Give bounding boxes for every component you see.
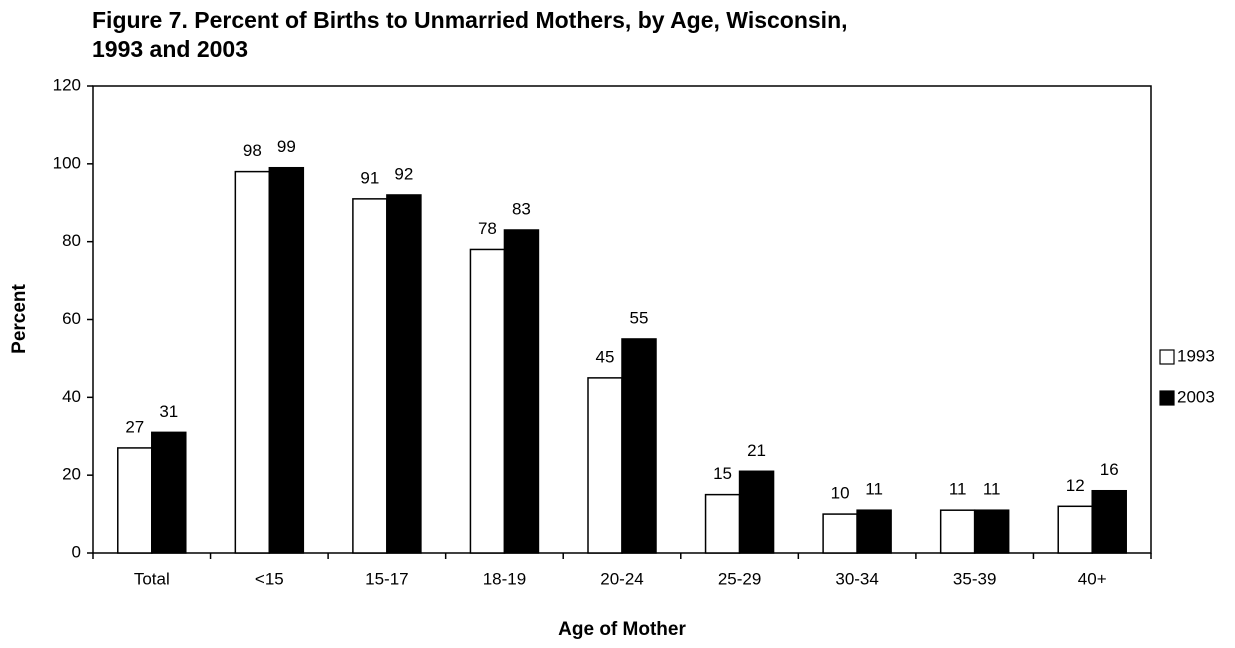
- x-tick-label: 30-34: [835, 569, 878, 588]
- bar: [268, 166, 305, 554]
- bar: [856, 509, 892, 554]
- bar: [973, 509, 1010, 554]
- legend-swatch: [1159, 390, 1175, 406]
- y-axis-title: Percent: [9, 283, 30, 353]
- x-tick-label: <15: [255, 569, 284, 588]
- chart-title: 1993 and 2003: [92, 36, 248, 62]
- data-label: 55: [630, 308, 649, 327]
- bar: [587, 377, 623, 554]
- data-label: 10: [831, 484, 850, 503]
- bar: [386, 194, 422, 554]
- y-tick-label: 120: [53, 75, 81, 94]
- legend-label: 2003: [1177, 387, 1215, 406]
- y-tick-label: 100: [53, 153, 81, 172]
- data-label: 16: [1100, 460, 1119, 479]
- data-label: 91: [360, 168, 379, 187]
- bar: [151, 431, 187, 554]
- y-tick-label: 80: [62, 231, 81, 250]
- data-label: 98: [243, 141, 262, 160]
- data-label: 45: [596, 347, 615, 366]
- bar: [738, 470, 775, 554]
- bar: [621, 338, 657, 554]
- bar: [503, 229, 540, 554]
- bar: [939, 509, 976, 554]
- x-tick-label: 15-17: [365, 569, 408, 588]
- y-tick-label: 20: [62, 465, 81, 484]
- legend-swatch: [1159, 349, 1175, 365]
- y-tick-label: 40: [62, 387, 81, 406]
- data-label: 21: [747, 441, 766, 460]
- data-label: 99: [277, 137, 296, 156]
- data-label: 15: [713, 464, 732, 483]
- bar: [1091, 489, 1127, 554]
- data-label: 83: [512, 199, 531, 218]
- x-tick-label: 40+: [1078, 569, 1107, 588]
- x-axis-title: Age of Mother: [558, 619, 686, 640]
- x-tick-label: 35-39: [953, 569, 996, 588]
- chart-title: Figure 7. Percent of Births to Unmarried…: [92, 7, 848, 33]
- data-label: 92: [394, 164, 413, 183]
- bar: [352, 198, 388, 554]
- data-label: 11: [865, 480, 883, 499]
- data-label: 11: [949, 480, 967, 499]
- x-tick-label: 25-29: [718, 569, 761, 588]
- bar: [822, 513, 858, 554]
- data-label: 31: [159, 402, 178, 421]
- legend-label: 1993: [1177, 346, 1215, 365]
- bar: [234, 170, 271, 554]
- bar: [1057, 505, 1093, 554]
- data-label: 27: [125, 417, 144, 436]
- data-label: 78: [478, 219, 497, 238]
- bar: [469, 248, 506, 554]
- data-label: 11: [983, 480, 1001, 499]
- x-tick-label: Total: [134, 569, 170, 588]
- x-tick-label: 18-19: [483, 569, 526, 588]
- data-label: 12: [1066, 476, 1085, 495]
- y-tick-label: 60: [62, 309, 81, 328]
- bar: [117, 447, 153, 554]
- x-tick-label: 20-24: [600, 569, 643, 588]
- y-tick-label: 0: [72, 542, 81, 561]
- bar: [704, 493, 741, 554]
